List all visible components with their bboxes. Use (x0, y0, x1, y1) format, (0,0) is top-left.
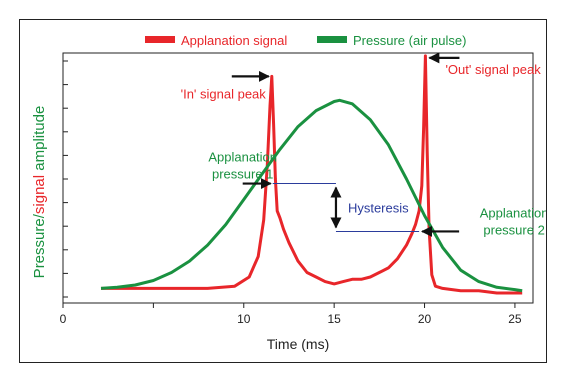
y-axis-label-part: amplitude (31, 106, 48, 175)
out-peak-label: 'Out' signal peak (445, 62, 541, 77)
x-tick-label: 25 (508, 312, 522, 326)
ap1-label-line1: Applanation (208, 150, 277, 165)
x-tick-label: 0 (60, 312, 67, 326)
ap2-label-line2: pressure 2 (483, 222, 544, 237)
ap2-label-line1: Applanation (480, 205, 546, 220)
x-tick-label: 10 (237, 312, 251, 326)
y-axis-label-part: Pressure (31, 218, 48, 278)
y-axis-label-part: signal (31, 175, 48, 214)
hysteresis-label: Hysteresis (348, 201, 409, 216)
legend-swatch (317, 36, 347, 43)
ap1-label-line2: pressure 1 (212, 167, 273, 182)
x-tick-label: 15 (327, 312, 341, 326)
applanation-signal-line (101, 54, 523, 295)
plot-area (62, 52, 534, 304)
legend-label: Pressure (air pulse) (353, 33, 466, 48)
x-axis-label: Time (ms) (267, 336, 329, 352)
y-axis-label-part: / (31, 213, 48, 218)
applanation-chart: 0 10 15 20 25 Time (ms) Pressure/signal amplit… (31, 33, 546, 352)
legend-label: Applanation signal (181, 33, 287, 48)
in-peak-label: 'In' signal peak (181, 86, 267, 101)
legend-swatch (145, 36, 175, 43)
figure-frame: 0 10 15 20 25 Time (ms) Pressure/signal amplit… (19, 19, 547, 363)
pressure-line (100, 98, 523, 293)
y-axis-label: Pressure/signal amplitude (31, 106, 48, 279)
x-tick-label: 20 (418, 312, 432, 326)
